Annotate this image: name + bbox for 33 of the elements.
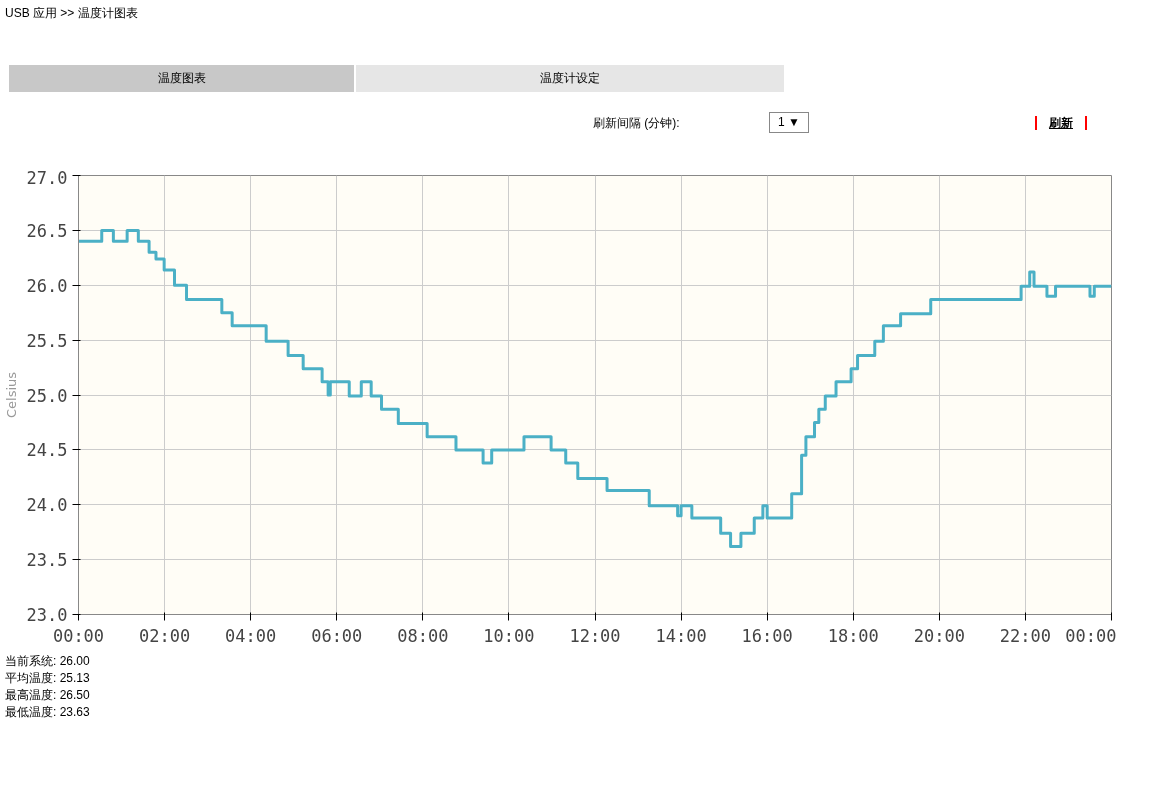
y-tick-label: 24.5 xyxy=(26,440,68,461)
x-tick-label: 08:00 xyxy=(397,625,449,646)
x-tick-label: 18:00 xyxy=(827,625,879,646)
x-tick-label: 06:00 xyxy=(311,625,363,646)
text: 最低温度: 23.63 xyxy=(5,705,90,720)
x-tick-label: 04:00 xyxy=(225,625,277,646)
x-tick-label: 20:00 xyxy=(913,625,965,646)
text: 刷新间隔 (分钟): xyxy=(593,115,680,132)
x-tick-label: 00:00 xyxy=(52,625,105,646)
text: 温度计设定 xyxy=(356,65,784,93)
y-axis-title: Celsius xyxy=(3,371,19,419)
x-tick-label: 12:00 xyxy=(569,625,621,646)
x-tick-label: 10:00 xyxy=(483,625,535,646)
x-tick-label: 22:00 xyxy=(999,625,1052,646)
y-tick-label: 27.0 xyxy=(26,167,68,188)
y-tick-label: 26.5 xyxy=(26,220,68,241)
chart-title: USB 应用 >> 温度计图表 xyxy=(5,5,138,22)
y-tick-label: 23.0 xyxy=(26,605,68,625)
x-tick-label: 16:00 xyxy=(741,625,793,646)
text: 平均温度: 25.13 xyxy=(5,671,90,686)
x-tick-label: 02:00 xyxy=(139,625,191,646)
text: 1 ▼ xyxy=(769,112,809,134)
y-tick-label: 25.5 xyxy=(26,330,68,351)
y-tick-label: 26.0 xyxy=(26,275,68,296)
y-tick-label: 25.0 xyxy=(26,385,68,406)
text: 刷新 xyxy=(1035,116,1087,130)
y-tick-label: 24.0 xyxy=(26,495,68,516)
text: 温度图表 xyxy=(9,65,354,93)
y-tick-label: 23.5 xyxy=(26,550,68,571)
x-tick-label: 14:00 xyxy=(655,625,707,646)
text: 最高温度: 26.50 xyxy=(5,688,90,703)
text: 当前系统: 26.00 xyxy=(5,654,90,668)
x-tick-label: 00:00 xyxy=(1065,625,1117,646)
